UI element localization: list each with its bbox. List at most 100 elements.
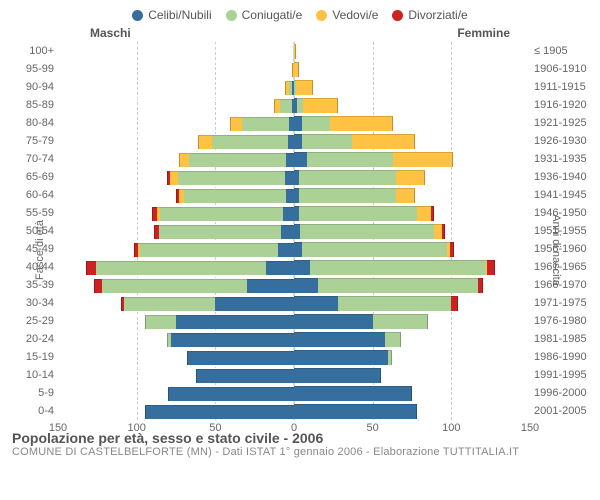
age-label: 75-79 <box>6 135 54 147</box>
age-row: 5-91996-2000 <box>58 384 530 402</box>
age-label: 10-14 <box>6 369 54 381</box>
birth-year-label: 1976-1980 <box>534 315 596 327</box>
male-bar <box>58 314 294 329</box>
legend-swatch <box>132 10 143 21</box>
bar-segment <box>296 80 313 95</box>
bar-segment <box>176 315 294 329</box>
bar-segment <box>281 225 294 239</box>
female-bar <box>294 134 530 149</box>
bar-segment <box>140 243 278 257</box>
female-bar <box>294 224 530 239</box>
female-bar <box>294 242 530 257</box>
age-row: 95-991906-1910 <box>58 60 530 78</box>
bar-segment <box>266 261 294 275</box>
bar-segment <box>294 134 302 149</box>
birth-year-label: 2001-2005 <box>534 405 596 417</box>
age-label: 50-54 <box>6 225 54 237</box>
bar-segment <box>487 260 495 275</box>
female-bar <box>294 170 530 185</box>
female-bar <box>294 296 530 311</box>
plot-area: 100+≤ 190595-991906-191090-941911-191585… <box>58 42 530 420</box>
bar-segment <box>318 278 478 293</box>
bar-segment <box>184 189 286 203</box>
bar-segment <box>247 279 294 293</box>
bar-segment <box>294 350 388 365</box>
bar-segment <box>330 116 393 131</box>
bar-segment <box>178 171 285 185</box>
age-row: 75-791926-1930 <box>58 132 530 150</box>
legend-swatch <box>316 10 327 21</box>
male-header: Maschi <box>90 26 131 40</box>
age-row: 45-491956-1960 <box>58 240 530 258</box>
x-tick: 50 <box>209 422 221 434</box>
age-row: 25-291976-1980 <box>58 312 530 330</box>
male-bar <box>58 206 294 221</box>
bar-segment <box>450 242 455 257</box>
bar-segment <box>94 279 102 293</box>
bar-segment <box>283 207 294 221</box>
bar-segment <box>145 405 294 419</box>
chart-subtitle: COMUNE DI CASTELBELFORTE (MN) - Dati IST… <box>12 446 600 458</box>
male-bar <box>58 242 294 257</box>
legend-label: Vedovi/e <box>332 8 378 22</box>
bar-segment <box>294 386 412 401</box>
bar-segment <box>388 350 391 365</box>
age-row: 70-741931-1935 <box>58 150 530 168</box>
female-bar <box>294 98 530 113</box>
bar-segment <box>417 206 431 221</box>
legend-item: Celibi/Nubili <box>132 8 211 22</box>
age-row: 20-241981-1985 <box>58 330 530 348</box>
bar-segment <box>294 278 318 293</box>
bar-segment <box>159 225 282 239</box>
birth-year-label: 1986-1990 <box>534 351 596 363</box>
bar-segment <box>302 134 352 149</box>
male-bar <box>58 152 294 167</box>
x-tick: 100 <box>442 422 460 434</box>
legend-label: Divorziati/e <box>408 8 467 22</box>
age-label: 40-44 <box>6 261 54 273</box>
birth-year-label: 1936-1940 <box>534 171 596 183</box>
age-label: 85-89 <box>6 99 54 111</box>
female-bar <box>294 152 530 167</box>
column-headers: Maschi Femmine <box>0 26 600 42</box>
bar-segment <box>294 404 417 419</box>
x-tick: 150 <box>521 422 539 434</box>
male-bar <box>58 332 294 347</box>
birth-year-label: 1916-1920 <box>534 99 596 111</box>
birth-year-label: ≤ 1905 <box>534 45 596 57</box>
age-label: 30-34 <box>6 297 54 309</box>
legend: Celibi/NubiliConiugati/eVedovi/eDivorzia… <box>0 0 600 26</box>
age-label: 95-99 <box>6 63 54 75</box>
female-header: Femmine <box>457 26 510 40</box>
bar-segment <box>338 296 451 311</box>
age-row: 15-191986-1990 <box>58 348 530 366</box>
bar-segment <box>187 351 294 365</box>
bar-segment <box>96 261 266 275</box>
female-bar <box>294 278 530 293</box>
age-label: 80-84 <box>6 117 54 129</box>
birth-year-label: 1911-1915 <box>534 81 596 93</box>
female-bar <box>294 260 530 275</box>
age-label: 55-59 <box>6 207 54 219</box>
bar-segment <box>299 206 417 221</box>
birth-year-label: 1921-1925 <box>534 117 596 129</box>
birth-year-label: 1991-1995 <box>534 369 596 381</box>
male-bar <box>58 278 294 293</box>
birth-year-label: 1966-1970 <box>534 279 596 291</box>
legend-item: Vedovi/e <box>316 8 378 22</box>
bar-segment <box>102 279 247 293</box>
bar-segment <box>198 135 212 149</box>
bar-segment <box>294 116 302 131</box>
age-row: 60-641941-1945 <box>58 186 530 204</box>
x-tick: 150 <box>49 422 67 434</box>
age-row: 40-441961-1965 <box>58 258 530 276</box>
male-bar <box>58 368 294 383</box>
birth-year-label: 1971-1975 <box>534 297 596 309</box>
bar-segment <box>215 297 294 311</box>
bar-segment <box>189 153 287 167</box>
age-label: 65-69 <box>6 171 54 183</box>
female-bar <box>294 80 530 95</box>
bar-segment <box>124 297 215 311</box>
chart-title: Popolazione per età, sesso e stato civil… <box>12 430 600 446</box>
bar-segment <box>396 170 424 185</box>
